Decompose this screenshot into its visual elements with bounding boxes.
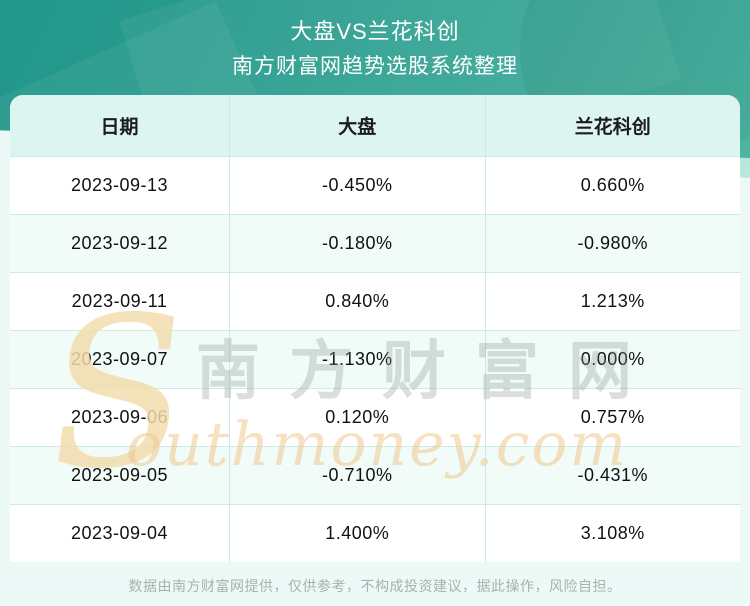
table-row: 2023-09-13 -0.450% 0.660% xyxy=(10,156,740,214)
table-row: 2023-09-11 0.840% 1.213% xyxy=(10,272,740,330)
cell-stock-change: 0.757% xyxy=(484,389,741,446)
table-row: 2023-09-06 0.120% 0.757% xyxy=(10,388,740,446)
cell-stock-change: -0.431% xyxy=(484,447,741,504)
cell-market-change: 0.120% xyxy=(229,389,485,446)
column-header-market: 大盘 xyxy=(229,95,485,156)
cell-market-change: 0.840% xyxy=(229,273,485,330)
cell-market-change: -1.130% xyxy=(229,331,485,388)
table-row: 2023-09-04 1.400% 3.108% xyxy=(10,504,740,562)
cell-stock-change: -0.980% xyxy=(484,215,741,272)
cell-stock-change: 0.000% xyxy=(484,331,741,388)
header: 大盘VS兰花科创 南方财富网趋势选股系统整理 xyxy=(0,0,750,79)
comparison-table: 日期 大盘 兰花科创 2023-09-13 -0.450% 0.660% 202… xyxy=(10,95,740,562)
footer-disclaimer: 数据由南方财富网提供，仅供参考，不构成投资建议，据此操作，风险自担。 xyxy=(128,578,622,594)
cell-date: 2023-09-04 xyxy=(70,523,169,543)
cell-date: 2023-09-13 xyxy=(70,175,169,195)
cell-market-change: 1.400% xyxy=(229,505,485,562)
table-row: 2023-09-07 -1.130% 0.000% xyxy=(10,330,740,388)
column-header-stock: 兰花科创 xyxy=(484,95,741,156)
page-title: 大盘VS兰花科创 xyxy=(290,19,460,44)
table-header-row: 日期 大盘 兰花科创 xyxy=(10,95,740,156)
cell-date: 2023-09-11 xyxy=(71,291,168,311)
page-subtitle: 南方财富网趋势选股系统整理 xyxy=(232,55,518,78)
cell-stock-change: 0.660% xyxy=(484,157,741,214)
cell-stock-change: 1.213% xyxy=(484,273,741,330)
cell-date: 2023-09-06 xyxy=(70,407,169,427)
column-header-date: 日期 xyxy=(100,117,139,138)
table-row: 2023-09-12 -0.180% -0.980% xyxy=(10,214,740,272)
cell-date: 2023-09-12 xyxy=(70,233,169,253)
cell-market-change: -0.180% xyxy=(229,215,485,272)
cell-date: 2023-09-05 xyxy=(70,465,169,485)
cell-date: 2023-09-07 xyxy=(70,349,169,369)
cell-market-change: -0.710% xyxy=(229,447,485,504)
table-row: 2023-09-05 -0.710% -0.431% xyxy=(10,446,740,504)
cell-stock-change: 3.108% xyxy=(484,505,741,562)
cell-market-change: -0.450% xyxy=(229,157,485,214)
